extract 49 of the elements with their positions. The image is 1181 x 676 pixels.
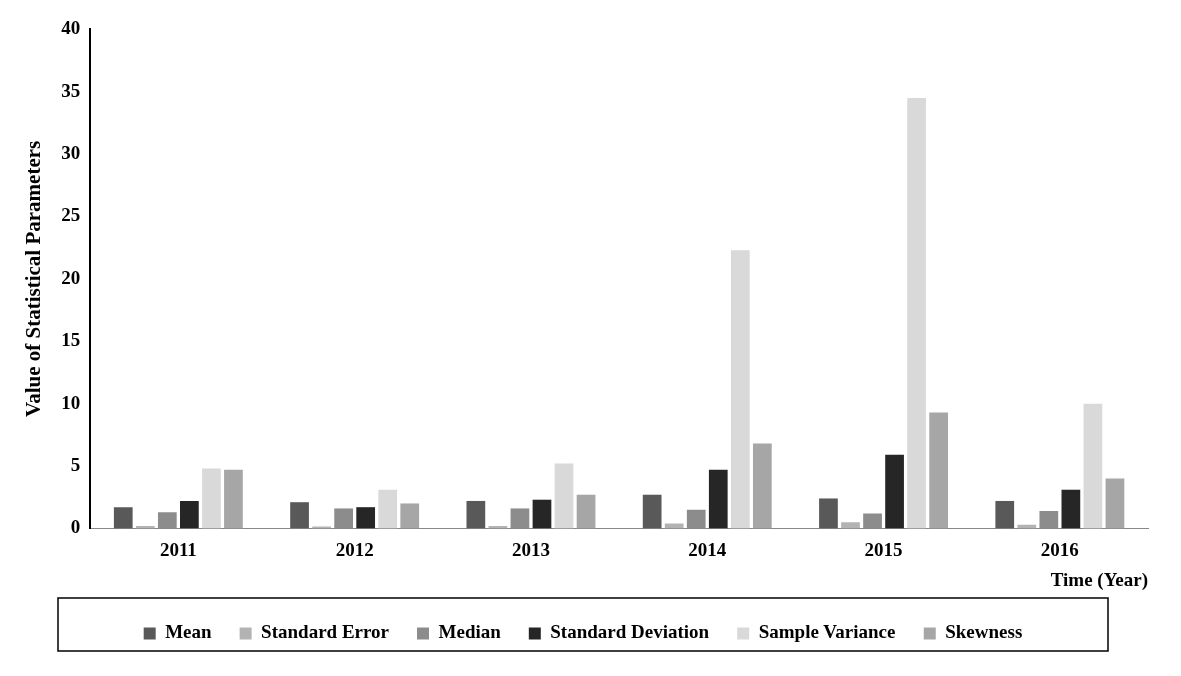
bar [1105,478,1125,529]
bar [378,489,398,529]
bar [885,454,904,529]
bar [532,499,552,529]
y-tick-label: 10 [61,391,81,413]
bar [752,443,772,529]
bar [907,98,926,529]
bar [730,250,750,529]
legend-label: Sample Variance [758,621,896,643]
bar [664,523,684,529]
y-tick-label: 25 [61,204,81,226]
bar [1083,403,1103,529]
bar [995,500,1015,529]
bar [356,507,376,529]
y-tick-label: 15 [61,329,81,351]
legend-label: Standard Deviation [550,621,710,643]
bar [819,498,838,529]
bar [554,463,574,529]
y-tick-label: 20 [61,266,81,288]
bar [466,500,486,529]
y-tick-label: 5 [70,453,81,475]
legend-label: Mean [165,621,213,643]
y-tick-label: 0 [70,516,81,538]
y-tick-label: 30 [61,142,81,164]
x-tick-label: 2013 [511,538,550,560]
bar [224,469,243,529]
bar [1061,489,1081,529]
x-tick-label: 2011 [159,538,197,560]
bar [642,494,662,529]
legend-label: Skewness [945,621,1023,643]
x-axis-title: Time (Year) [1050,568,1148,591]
legend-label: Median [438,621,502,643]
x-tick-label: 2015 [864,538,903,560]
y-tick-label: 35 [61,79,81,101]
bar [113,507,133,529]
x-tick-label: 2012 [335,538,374,560]
bar [708,469,728,529]
bar [290,502,309,529]
bar [400,503,420,529]
legend-label: Standard Error [261,621,390,643]
y-tick-label: 40 [61,17,81,39]
bar [929,412,949,529]
bar [841,522,860,529]
y-axis-title: Value of Statistical Parameters [21,140,46,418]
bar [202,468,221,529]
bar [180,500,199,529]
bar [576,494,596,529]
x-tick-label: 2014 [688,538,727,560]
x-tick-label: 2016 [1040,538,1079,560]
